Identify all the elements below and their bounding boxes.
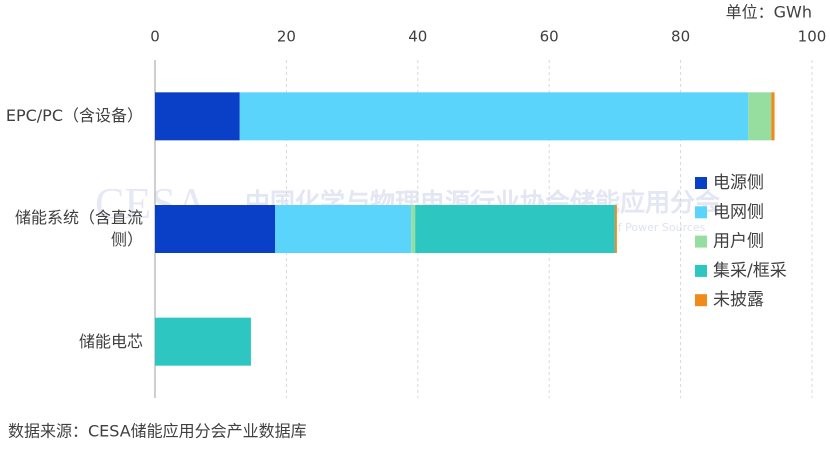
legend-label: 集采/框采	[713, 261, 787, 281]
x-tick-label: 20	[277, 28, 296, 46]
bar-segment	[275, 205, 412, 253]
bar-segment	[155, 92, 240, 141]
bar-segment	[614, 205, 617, 253]
bar-segment	[411, 205, 416, 253]
y-tick-label: EPC/PC（含设备）	[5, 106, 143, 126]
legend-swatch	[695, 235, 707, 248]
bar-segment	[771, 92, 775, 141]
bar-segment	[155, 317, 251, 366]
x-tick-label: 40	[408, 28, 427, 46]
legend-label: 电网侧	[713, 202, 764, 222]
legend-swatch	[695, 264, 707, 277]
x-tick-label: 80	[671, 28, 690, 46]
x-tick-label: 100	[798, 28, 827, 46]
legend-label: 电源侧	[713, 173, 764, 193]
bar-segment	[748, 92, 772, 141]
legend-swatch	[695, 294, 707, 307]
legend-label: 未披露	[713, 290, 764, 310]
legend-swatch	[695, 206, 707, 219]
x-tick-label: 60	[540, 28, 559, 46]
bar-segment	[155, 205, 276, 253]
y-tick-label: 储能电芯	[78, 331, 143, 351]
source: 数据来源：CESA储能应用分会产业数据库	[8, 422, 307, 441]
x-tick-label: 0	[150, 28, 160, 46]
legend-swatch	[695, 177, 707, 189]
unit-label: 单位：GWh	[726, 3, 812, 22]
y-tick-label: 储能系统（含直流侧）	[14, 208, 143, 249]
bar-segment	[239, 92, 749, 141]
bar-segment	[415, 205, 615, 253]
legend-label: 用户侧	[713, 232, 764, 252]
